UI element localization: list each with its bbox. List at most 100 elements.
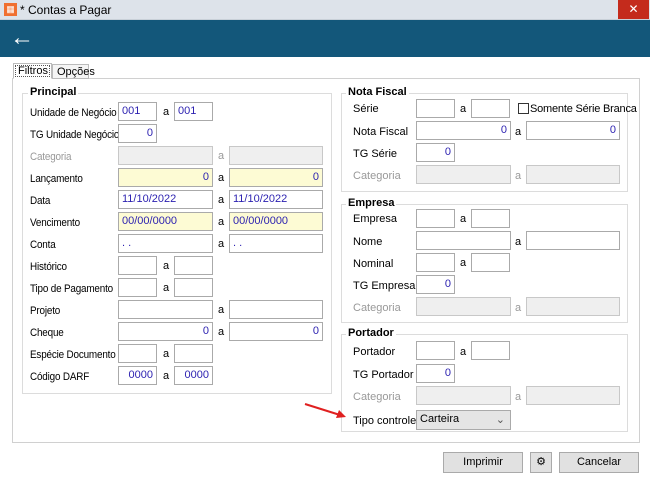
principal-to-input[interactable]: 11/10/2022 [229, 190, 323, 209]
principal-from-input[interactable] [118, 278, 157, 297]
title-bar [0, 0, 650, 20]
principal-from-input[interactable]: 0000 [118, 366, 157, 385]
principal-to-input[interactable]: 0 [229, 322, 323, 341]
tg-serie-input[interactable]: 0 [416, 143, 455, 162]
empresa-group [341, 204, 628, 323]
principal-group [22, 93, 332, 394]
nominal-from-input[interactable] [416, 253, 455, 272]
cancelar-button[interactable]: Cancelar [559, 452, 639, 473]
principal-to-input[interactable] [174, 344, 213, 363]
principal-row-label: TG Unidade Negócio [30, 129, 120, 141]
principal-from-input[interactable]: 0 [118, 322, 213, 341]
sep-label: a [163, 370, 170, 382]
principal-from-input [118, 146, 213, 165]
sep-label: a [460, 103, 467, 115]
nominal-to-input[interactable] [471, 253, 510, 272]
nota-fiscal-from-input[interactable]: 0 [416, 121, 511, 140]
app-icon: ▦ [4, 3, 17, 16]
empresa-categoria-to-input [526, 297, 620, 316]
back-arrow-icon[interactable]: ← [10, 24, 34, 51]
tg-empresa-label: TG Empresa [353, 280, 416, 292]
principal-row-label: Categoria [30, 151, 72, 163]
tipo-controle-select[interactable]: Carteira ⌄ [416, 410, 511, 430]
principal-row-label: Unidade de Negócio [30, 107, 117, 119]
empresa-to-input[interactable] [471, 209, 510, 228]
nota-fiscal-group [341, 93, 628, 192]
sep-label: a [515, 236, 522, 248]
settings-button[interactable]: ⚙ [530, 452, 552, 473]
nf-categoria-from-input [416, 165, 511, 184]
principal-row-label: Lançamento [30, 173, 83, 185]
header-bar [0, 20, 650, 57]
serie-to-input[interactable] [471, 99, 510, 118]
empresa-from-input[interactable] [416, 209, 455, 228]
tipo-controle-label: Tipo controle [353, 415, 417, 427]
sep-label: a [218, 238, 225, 250]
principal-from-input[interactable] [118, 300, 213, 319]
portador-from-input[interactable] [416, 341, 455, 360]
nome-label: Nome [353, 236, 383, 248]
principal-from-input[interactable]: 00/00/0000 [118, 212, 213, 231]
tg-empresa-input[interactable]: 0 [416, 275, 455, 294]
sep-label: a [163, 348, 170, 360]
principal-title: Principal [28, 86, 79, 98]
principal-row-label: Histórico [30, 261, 67, 273]
principal-from-input[interactable]: 11/10/2022 [118, 190, 213, 209]
somente-serie-branca-label: Somente Série Branca [530, 103, 637, 115]
principal-from-input[interactable]: 001 [118, 102, 157, 121]
principal-to-input[interactable]: 00/00/0000 [229, 212, 323, 231]
portador-label: Portador [353, 346, 396, 358]
principal-row-label: Data [30, 195, 51, 207]
window-title: * Contas a Pagar [20, 3, 112, 17]
cancelar-label: Cancelar [576, 456, 622, 468]
serie-label: Série [353, 103, 379, 115]
empresa-label: Empresa [353, 213, 398, 225]
sep-label: a [515, 170, 522, 182]
nota-fiscal-to-input[interactable]: 0 [526, 121, 620, 140]
sep-label: a [218, 172, 225, 184]
somente-serie-branca-checkbox[interactable] [518, 103, 529, 114]
nf-categoria-to-input [526, 165, 620, 184]
principal-row-label: Projeto [30, 305, 61, 317]
portador-to-input[interactable] [471, 341, 510, 360]
principal-to-input[interactable]: 0000 [174, 366, 213, 385]
sep-label: a [515, 126, 522, 138]
nota-fiscal-label: Nota Fiscal [353, 126, 409, 138]
imprimir-label: Imprimir [463, 456, 503, 468]
principal-row-label: Conta [30, 239, 56, 251]
tg-serie-label: TG Série [353, 148, 398, 160]
principal-input[interactable]: 0 [118, 124, 157, 143]
nf-categoria-label: Categoria [353, 170, 401, 182]
principal-from-input[interactable] [118, 344, 157, 363]
sep-label: a [218, 216, 225, 228]
principal-to-input[interactable] [229, 300, 323, 319]
principal-to-input[interactable]: . . [229, 234, 323, 253]
sep-label: a [515, 391, 522, 403]
portador-categoria-from-input [416, 386, 511, 405]
principal-from-input[interactable]: . . [118, 234, 213, 253]
gear-icon: ⚙ [536, 456, 546, 468]
imprimir-button[interactable]: Imprimir [443, 452, 523, 473]
tab-opcoes[interactable]: Opções [52, 64, 95, 79]
principal-from-input[interactable] [118, 256, 157, 275]
nome-to-input[interactable] [526, 231, 620, 250]
sep-label: a [163, 106, 170, 118]
principal-to-input[interactable]: 0 [229, 168, 323, 187]
principal-from-input[interactable]: 0 [118, 168, 213, 187]
principal-row-label: Código DARF [30, 371, 90, 383]
nominal-label: Nominal [353, 258, 394, 270]
serie-from-input[interactable] [416, 99, 455, 118]
red-arrow-annotation [304, 403, 346, 418]
empresa-title: Empresa [346, 197, 397, 209]
tab-filtros[interactable]: Filtros [13, 63, 52, 79]
sep-label: a [218, 150, 225, 162]
sep-label: a [218, 326, 225, 338]
principal-to-input[interactable] [174, 256, 213, 275]
principal-to-input[interactable] [174, 278, 213, 297]
chevron-down-icon: ⌄ [495, 414, 505, 426]
tg-portador-input[interactable]: 0 [416, 364, 455, 383]
sep-label: a [218, 304, 225, 316]
close-button[interactable]: ✕ [618, 0, 649, 19]
nome-from-input[interactable] [416, 231, 511, 250]
principal-to-input[interactable]: 001 [174, 102, 213, 121]
